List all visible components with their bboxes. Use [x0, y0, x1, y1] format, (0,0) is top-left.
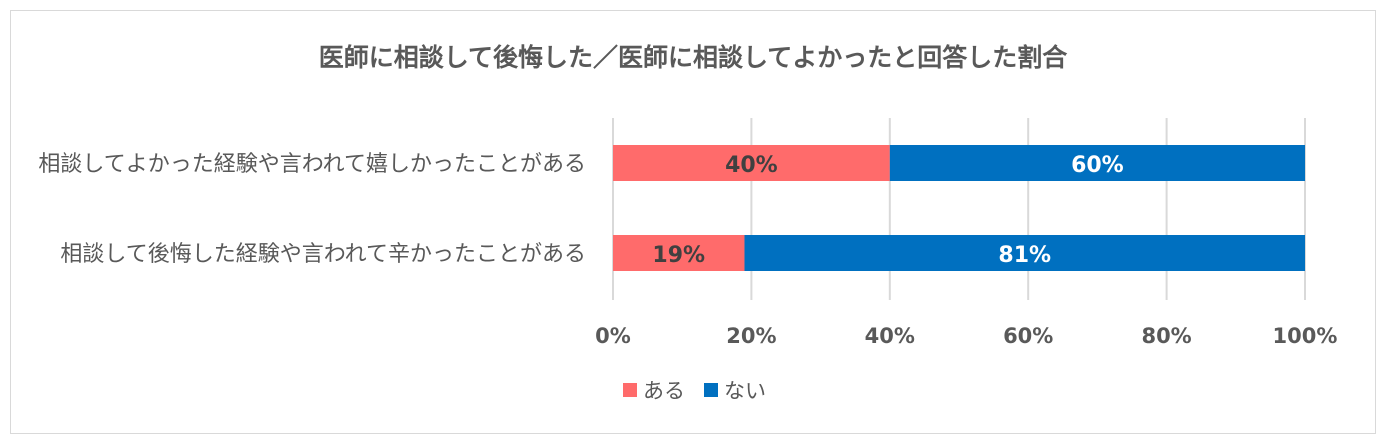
x-tick-label: 40%: [865, 324, 915, 348]
data-label: 81%: [998, 243, 1051, 268]
category-labels: 相談してよかった経験や言われて嬉しかったことがある相談して後悔した経験や言われて…: [38, 152, 586, 267]
legend-swatch: [623, 383, 637, 397]
legend-label: ある: [643, 379, 685, 403]
chart-title: 医師に相談して後悔した／医師に相談してよかったと回答した割合: [319, 43, 1069, 72]
x-tick-label: 0%: [595, 324, 631, 348]
legend-label: ない: [724, 379, 766, 403]
x-tick-label: 60%: [1003, 324, 1053, 348]
x-tick-label: 100%: [1273, 324, 1338, 348]
bar-segment: [613, 145, 890, 181]
category-label: 相談して後悔した経験や言われて辛かったことがある: [60, 242, 586, 267]
x-tick-label: 80%: [1141, 324, 1191, 348]
x-tick-labels: 0% 20% 40% 60% 80% 100%: [595, 324, 1337, 348]
data-label: 40%: [725, 153, 778, 178]
data-label: 60%: [1071, 153, 1124, 178]
legend-swatch: [704, 383, 718, 397]
bar-segment: [744, 235, 1305, 271]
bars: 40% 60% 19% 81%: [613, 145, 1305, 271]
category-label: 相談してよかった経験や言われて嬉しかったことがある: [38, 152, 586, 177]
data-label: 19%: [652, 243, 705, 268]
legend: ある ない: [623, 379, 766, 403]
chart-frame: [10, 10, 1376, 434]
bar-segment: [613, 235, 745, 271]
x-tick-label: 20%: [726, 324, 776, 348]
bar-segment: [889, 145, 1305, 181]
